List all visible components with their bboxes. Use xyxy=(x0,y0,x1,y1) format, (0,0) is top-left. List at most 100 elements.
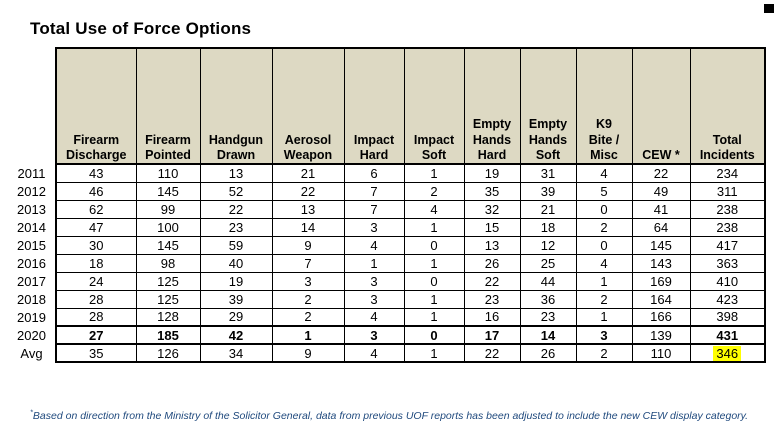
data-cell: 35 xyxy=(463,181,521,201)
column-header-3: Aerosol Weapon xyxy=(271,47,345,165)
data-cell: 139 xyxy=(631,325,691,345)
table-row-2013: 2013 62 99 22 13 7 4 32 21 0 41 238 xyxy=(8,199,766,219)
data-cell: 1 xyxy=(403,253,465,273)
row-label: Avg xyxy=(8,344,56,362)
footnote-text: Based on direction from the Ministry of … xyxy=(32,409,749,422)
column-header-7: Empty Hands Soft xyxy=(519,47,577,165)
table-row-2020: 2020 27 185 42 1 3 0 17 14 3 139 431 xyxy=(8,325,766,345)
data-cell: 1 xyxy=(403,343,465,363)
data-cell: 143 xyxy=(631,253,691,273)
table-row-2015: 2015 30 145 59 9 4 0 13 12 0 145 417 xyxy=(8,235,766,255)
column-header-10: Total Incidents xyxy=(689,47,766,165)
table-header: Firearm Discharge Firearm Pointed Handgun … xyxy=(8,47,766,165)
data-cell: 238 xyxy=(689,217,766,237)
column-header-6: Empty Hands Hard xyxy=(463,47,521,165)
data-cell: 22 xyxy=(199,199,273,219)
data-cell: 98 xyxy=(135,253,201,273)
data-cell: 1 xyxy=(403,163,465,183)
data-cell: 4 xyxy=(403,199,465,219)
data-cell: 23 xyxy=(519,307,577,327)
data-cell: 14 xyxy=(271,217,345,237)
data-cell: 19 xyxy=(463,163,521,183)
header-row: Firearm Discharge Firearm Pointed Handgun … xyxy=(8,47,766,165)
data-cell: 145 xyxy=(631,235,691,255)
data-cell: 363 xyxy=(689,253,766,273)
data-cell: 423 xyxy=(689,289,766,309)
data-cell: 23 xyxy=(463,289,521,309)
data-cell: 0 xyxy=(575,199,633,219)
data-cell: 110 xyxy=(135,163,201,183)
data-cell: 39 xyxy=(199,289,273,309)
column-header-2: Handgun Drawn xyxy=(199,47,273,165)
row-label: 2018 xyxy=(8,290,56,308)
data-cell: 52 xyxy=(199,181,273,201)
data-cell: 16 xyxy=(463,307,521,327)
data-cell: 27 xyxy=(55,325,137,345)
data-cell: 4 xyxy=(575,253,633,273)
data-cell: 15 xyxy=(463,217,521,237)
footnote-asterisk: * xyxy=(30,407,33,416)
data-cell: 46 xyxy=(55,181,137,201)
data-cell: 0 xyxy=(403,271,465,291)
data-cell: 9 xyxy=(271,343,345,363)
data-cell: 4 xyxy=(575,163,633,183)
table-row-2018: 2018 28 125 39 2 3 1 23 36 2 164 423 xyxy=(8,289,766,309)
row-label: 2016 xyxy=(8,254,56,272)
data-cell: 26 xyxy=(519,343,577,363)
data-cell: 125 xyxy=(135,271,201,291)
table-row-2019: 2019 28 128 29 2 4 1 16 23 1 166 398 xyxy=(8,307,766,327)
data-cell: 30 xyxy=(55,235,137,255)
data-cell: 49 xyxy=(631,181,691,201)
data-cell: 1 xyxy=(343,253,405,273)
data-cell: 410 xyxy=(689,271,766,291)
data-cell: 3 xyxy=(343,217,405,237)
uof-table: Firearm Discharge Firearm Pointed Handgun … xyxy=(8,47,766,363)
data-cell: 0 xyxy=(403,235,465,255)
data-cell: 417 xyxy=(689,235,766,255)
data-cell: 35 xyxy=(55,343,137,363)
data-cell: 1 xyxy=(403,289,465,309)
data-cell: 9 xyxy=(271,235,345,255)
data-cell: 43 xyxy=(55,163,137,183)
data-cell: 26 xyxy=(463,253,521,273)
data-cell: 431 xyxy=(689,325,766,345)
data-cell: 4 xyxy=(343,307,405,327)
data-cell: 62 xyxy=(55,199,137,219)
data-cell: 0 xyxy=(403,325,465,345)
data-cell: 22 xyxy=(463,343,521,363)
data-cell: 311 xyxy=(689,181,766,201)
data-cell: 145 xyxy=(135,181,201,201)
data-cell: 3 xyxy=(343,271,405,291)
column-header-0: Firearm Discharge xyxy=(55,47,137,165)
data-cell: 14 xyxy=(519,325,577,345)
page-title: Total Use of Force Options xyxy=(30,19,252,39)
data-cell: 59 xyxy=(199,235,273,255)
data-cell: 3 xyxy=(271,271,345,291)
data-cell: 24 xyxy=(55,271,137,291)
data-cell: 36 xyxy=(519,289,577,309)
data-cell: 166 xyxy=(631,307,691,327)
data-cell: 7 xyxy=(271,253,345,273)
data-cell: 42 xyxy=(199,325,273,345)
data-cell: 2 xyxy=(575,289,633,309)
data-cell: 0 xyxy=(575,235,633,255)
data-cell: 346 xyxy=(689,343,766,363)
table-body: 2011 43 110 13 21 6 1 19 31 4 22 234 2012 46 145 52 22 7 2… xyxy=(8,163,766,363)
header-corner-cell xyxy=(8,48,56,164)
uof-table-container: Firearm Discharge Firearm Pointed Handgun … xyxy=(8,47,766,363)
data-cell: 32 xyxy=(463,199,521,219)
data-cell: 3 xyxy=(343,289,405,309)
data-cell: 2 xyxy=(575,217,633,237)
data-cell: 2 xyxy=(271,289,345,309)
data-cell: 110 xyxy=(631,343,691,363)
data-cell: 398 xyxy=(689,307,766,327)
row-label: 2014 xyxy=(8,218,56,236)
data-cell: 7 xyxy=(343,199,405,219)
table-row-2016: 2016 18 98 40 7 1 1 26 25 4 143 363 xyxy=(8,253,766,273)
highlighted-value: 346 xyxy=(713,345,742,360)
column-header-4: Impact Hard xyxy=(343,47,405,165)
data-cell: 5 xyxy=(575,181,633,201)
data-cell: 12 xyxy=(519,235,577,255)
row-label: 2019 xyxy=(8,308,56,326)
column-header-1: Firearm Pointed xyxy=(135,47,201,165)
